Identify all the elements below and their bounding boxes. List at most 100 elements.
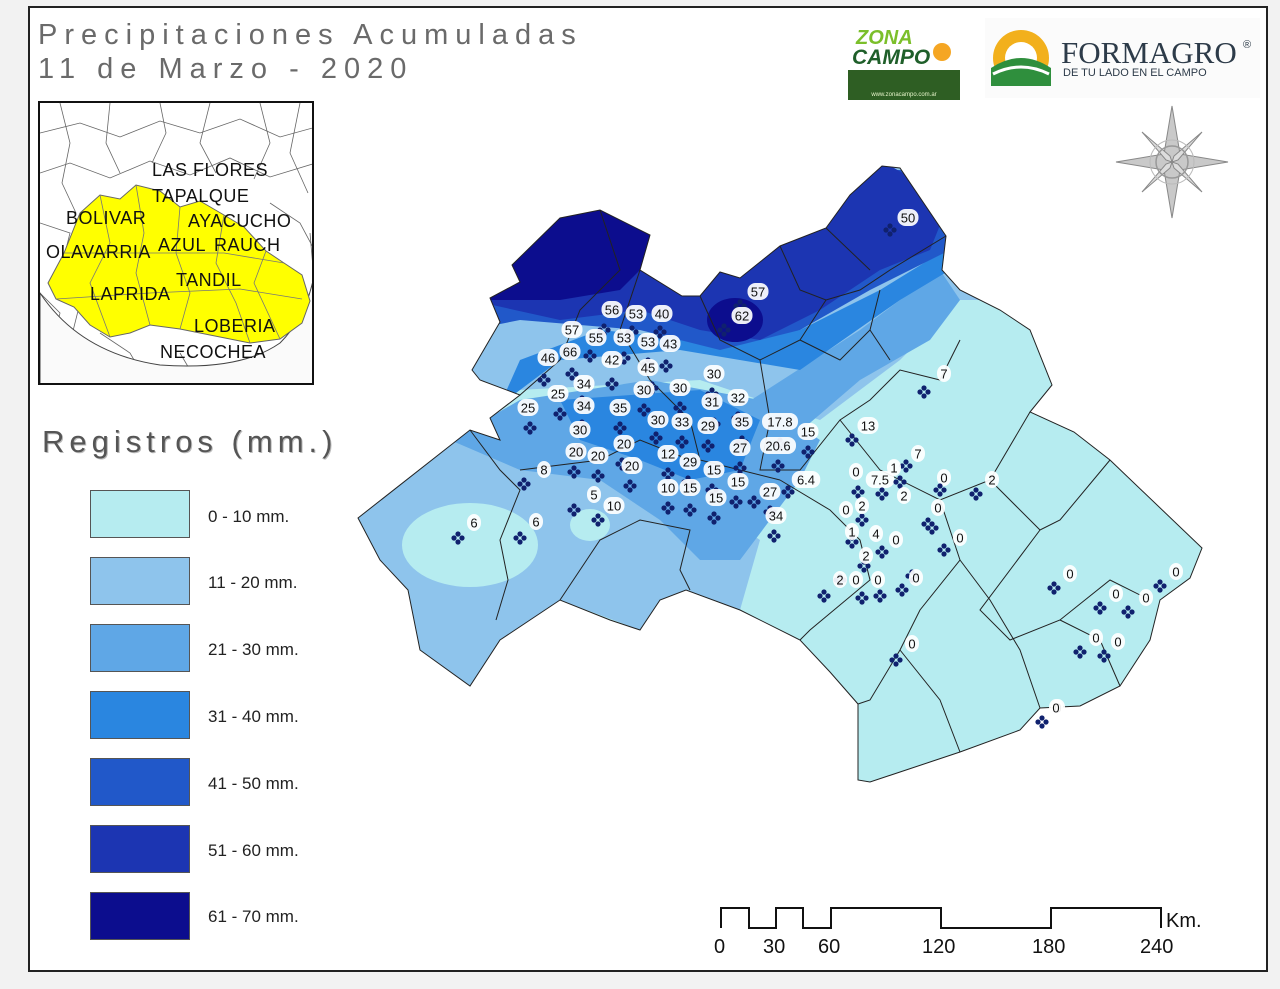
station-value-label: 0 [892,533,899,548]
station-value-label: 30 [637,383,651,398]
station-marker-icon [845,433,859,447]
station-value-badge [727,389,749,406]
station-value-label: 62 [735,309,749,324]
station-value-badge [931,499,945,516]
station-value-label: 6 [532,515,539,530]
station-value-label: 17.8 [767,415,792,430]
station-value-label: 2 [988,473,995,488]
station-marker-icon [851,485,865,499]
station-value-badge [797,423,819,440]
station-value-label: 30 [707,367,721,382]
station-value-badge [871,571,885,588]
station-value-label: 0 [852,465,859,480]
station-value-badge [565,443,587,460]
station-marker-icon [1121,605,1135,619]
station-value-label: 20 [617,437,631,452]
station-value-label: 25 [521,401,535,416]
station-value-label: 0 [874,573,881,588]
station-value-badge [731,307,753,324]
station-value-badge [585,329,607,346]
station-value-label: 0 [842,503,849,518]
station-value-badge [905,635,919,652]
station-marker-icon [1097,649,1111,663]
station-value-badge [909,569,923,586]
station-value-label: 13 [861,419,875,434]
station-marker-icon [889,653,903,667]
station-value-label: 53 [617,331,631,346]
scale-tick-0: 0 [714,936,726,958]
station-value-badge [869,525,883,542]
station-marker-icon [883,223,897,237]
station-value-badge [1109,585,1123,602]
station-value-label: 0 [1114,635,1121,650]
station-value-label: 6.4 [797,473,815,488]
station-value-badge [1063,565,1077,582]
station-marker-icon [937,543,951,557]
station-value-badge [889,531,903,548]
station-value-badge [587,447,609,464]
station-marker-icon [801,445,815,459]
station-marker-icon [933,483,947,497]
station-value-label: 20 [591,449,605,464]
station-value-label: 66 [563,345,577,360]
station-marker-icon [1153,579,1167,593]
legend-label-11-20: 11 - 20 mm. [208,573,298,592]
station-value-label: 0 [1066,567,1073,582]
station-value-label: 0 [956,531,963,546]
inset-locator-map: LAS FLORES TAPALQUE BOLIVAR AYACUCHO OLA… [38,101,314,385]
scale-unit: Km. [1166,910,1202,932]
station-marker-icon [899,459,913,473]
station-marker-icon [895,583,909,597]
station-value-label: 30 [673,381,687,396]
station-value-label: 0 [934,501,941,516]
station-marker-icon [565,367,579,381]
station-marker-icon [613,421,627,435]
station-marker-icon [637,403,651,417]
station-value-label: 10 [607,499,621,514]
station-value-label: 43 [663,337,677,352]
inset-label-laprida: LAPRIDA [90,284,171,304]
station-value-badge [897,209,919,226]
station-value-label: 0 [1092,631,1099,646]
legend-swatch-31-40 [90,691,190,739]
station-marker-icon [661,501,675,515]
station-marker-icon [567,465,581,479]
station-value-label: 57 [565,323,579,338]
station-value-badge [517,399,539,416]
station-marker-icon [1047,581,1061,595]
station-value-label: 34 [577,377,591,392]
scale-tick-60: 60 [818,936,841,958]
station-marker-icon [517,477,531,491]
station-marker-icon [875,545,889,559]
station-value-badge [573,397,595,414]
station-value-label: 35 [613,401,627,416]
station-value-badge [633,381,655,398]
station-value-label: 7 [940,367,947,382]
station-value-badge [845,523,859,540]
formagro-registered: ® [1243,39,1251,51]
legend-label-21-30: 21 - 30 mm. [208,640,299,659]
legend-label-61-70: 61 - 70 mm. [208,907,299,926]
station-value-badge [760,437,796,454]
station-value-badge [657,479,679,496]
station-value-label: 56 [605,303,619,318]
station-value-label: 6 [470,516,477,531]
station-value-badge [621,457,643,474]
station-marker-icon [873,589,887,603]
inset-label-olavarria: OLAVARRIA [46,242,151,262]
station-marker-icon [817,589,831,603]
station-value-badge [601,351,623,368]
station-value-badge [647,411,669,428]
station-marker-icon [729,495,743,509]
station-value-badge [569,421,591,438]
station-value-badge [671,413,693,430]
station-marker-icon [893,475,907,489]
legend-label-51-60: 51 - 60 mm. [208,841,299,860]
station-marker-icon [701,439,715,453]
station-value-badge [1111,633,1125,650]
station-value-badge [937,469,951,486]
station-marker-icon [605,377,619,391]
station-value-label: 32 [731,391,745,406]
legend-swatch-51-60 [90,825,190,873]
station-marker-icon [513,531,527,545]
